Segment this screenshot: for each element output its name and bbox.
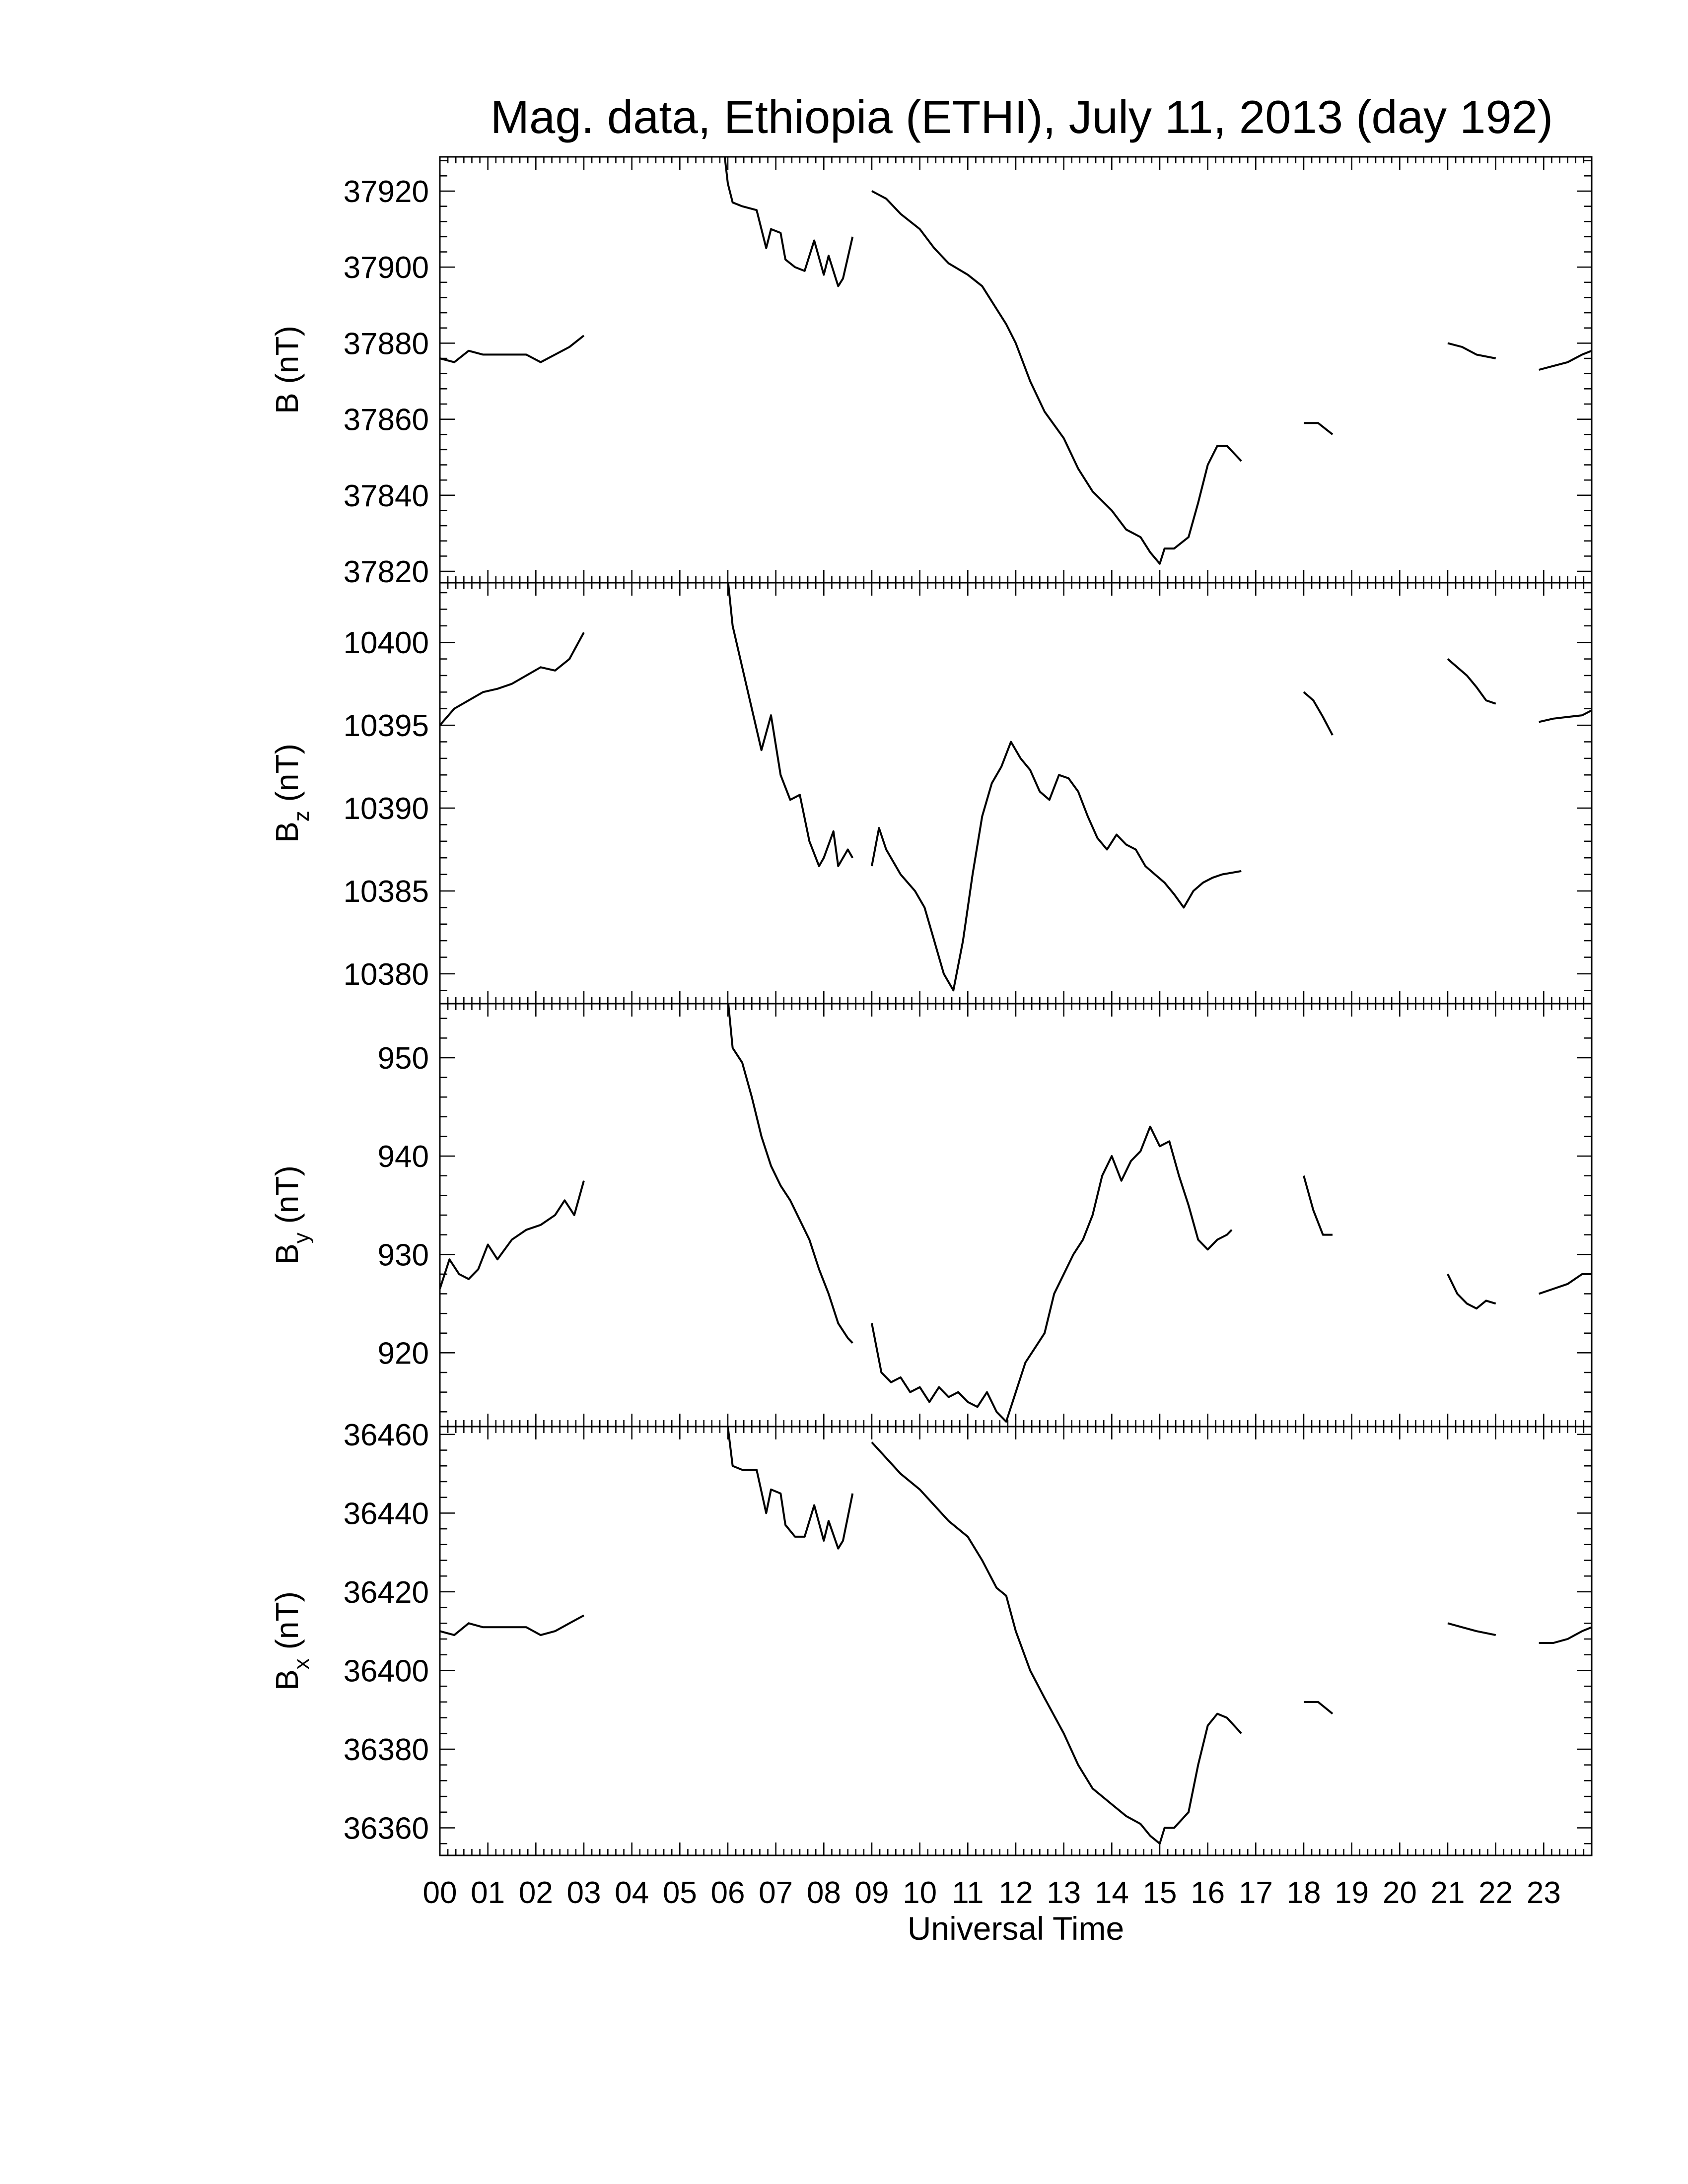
x-tick-label: 01 bbox=[471, 1876, 505, 1910]
y-tick-label: 36420 bbox=[344, 1575, 429, 1610]
y-tick-label: 36380 bbox=[344, 1733, 429, 1767]
y-axis-label-main: B bbox=[269, 821, 305, 843]
plot-frame bbox=[439, 156, 1593, 584]
y-tick-label: 10385 bbox=[344, 875, 429, 909]
x-tick-label: 12 bbox=[999, 1876, 1033, 1910]
y-tick-label: 37920 bbox=[344, 175, 429, 209]
x-axis-label: Universal Time bbox=[908, 1910, 1124, 1947]
y-axis-label-unit: (nT) bbox=[269, 1591, 305, 1658]
y-axis-label-main: B (nT) bbox=[269, 326, 305, 414]
y-tick-label: 36400 bbox=[344, 1654, 429, 1688]
x-tick-label: 08 bbox=[807, 1876, 841, 1910]
x-tick-label: 04 bbox=[615, 1876, 649, 1910]
y-tick-label: 10400 bbox=[344, 626, 429, 660]
y-axis-label-unit: (nT) bbox=[269, 1165, 305, 1232]
data-line-segment bbox=[1447, 342, 1496, 359]
data-line-segment bbox=[871, 741, 1242, 992]
y-axis-label-subscript: y bbox=[289, 1232, 314, 1243]
panel-3: 920 930 940 950 By (nT) bbox=[269, 1003, 1593, 1428]
y-axis-label-main: B bbox=[269, 1243, 305, 1265]
data-line-segment bbox=[727, 1427, 854, 1550]
x-tick-label: 21 bbox=[1431, 1876, 1465, 1910]
y-tick-label: 36460 bbox=[344, 1418, 429, 1452]
x-tick-label: 22 bbox=[1478, 1876, 1513, 1910]
y-axis-label-main: B bbox=[269, 1669, 305, 1691]
y-tick-label: 10395 bbox=[344, 709, 429, 743]
data-line-segment bbox=[1539, 709, 1592, 723]
panel-1: 37820 37840 37860 37880 37900 37920 B (nT) bbox=[269, 156, 1593, 589]
data-line-segment bbox=[871, 1441, 1242, 1845]
data-line-segment bbox=[727, 583, 854, 867]
data-line-segment bbox=[871, 190, 1242, 565]
data-line-segment bbox=[1304, 422, 1334, 435]
data-line-segment bbox=[1539, 1626, 1592, 1644]
x-tick-label: 23 bbox=[1527, 1876, 1561, 1910]
y-axis-label-subscript: z bbox=[289, 811, 314, 821]
x-tick-label: 15 bbox=[1143, 1876, 1177, 1910]
data-line-segment bbox=[1447, 1274, 1496, 1310]
y-axis-label-unit: (nT) bbox=[269, 744, 305, 811]
y-axis-label: Bx (nT) bbox=[269, 1591, 314, 1691]
y-tick-label: 10380 bbox=[344, 957, 429, 992]
data-line-segment bbox=[1539, 1273, 1592, 1295]
y-axis-label: By (nT) bbox=[269, 1165, 314, 1265]
x-tick-label: 20 bbox=[1383, 1876, 1417, 1910]
x-tick-label: 18 bbox=[1287, 1876, 1321, 1910]
data-line-segment bbox=[727, 1004, 853, 1344]
y-axis-label: Bz (nT) bbox=[269, 744, 314, 843]
x-tick-label: 14 bbox=[1095, 1876, 1129, 1910]
plot-frame bbox=[439, 1003, 1593, 1428]
y-tick-label: 36360 bbox=[344, 1812, 429, 1846]
data-line-segment bbox=[1447, 1622, 1496, 1637]
y-tick-label: 940 bbox=[378, 1140, 429, 1174]
data-line-segment bbox=[440, 632, 585, 726]
y-axis-label: B (nT) bbox=[269, 326, 305, 414]
data-line-segment bbox=[1304, 1701, 1334, 1715]
plot-frame bbox=[439, 582, 1593, 1005]
y-tick-label: 37880 bbox=[344, 327, 429, 361]
x-tick-label: 07 bbox=[759, 1876, 793, 1910]
y-tick-label: 37900 bbox=[344, 251, 429, 285]
data-line-segment bbox=[440, 1614, 584, 1637]
y-tick-label: 10390 bbox=[344, 792, 429, 826]
panel-2: 10380 10385 10390 10395 10400 Bz (nT) bbox=[269, 582, 1593, 1005]
chart-title: Mag. data, Ethiopia (ETHI), July 11, 201… bbox=[491, 91, 1553, 143]
x-tick-label: 00 bbox=[423, 1876, 457, 1910]
x-tick-label: 06 bbox=[711, 1876, 745, 1910]
y-tick-label: 920 bbox=[378, 1336, 429, 1370]
y-tick-label: 36440 bbox=[344, 1497, 429, 1531]
data-line-segment bbox=[1447, 658, 1496, 705]
y-tick-label: 950 bbox=[378, 1041, 429, 1076]
data-line-segment bbox=[1539, 349, 1592, 371]
x-tick-label: 13 bbox=[1047, 1876, 1081, 1910]
plot-frame bbox=[439, 1426, 1593, 1856]
x-tick-label: 09 bbox=[855, 1876, 889, 1910]
data-line-segment bbox=[1303, 1175, 1333, 1236]
x-tick-label: 02 bbox=[519, 1876, 553, 1910]
x-tick-label: 03 bbox=[567, 1876, 601, 1910]
x-tick-label: 10 bbox=[903, 1876, 937, 1910]
x-tick-label: 05 bbox=[663, 1876, 697, 1910]
x-tick-label: 17 bbox=[1239, 1876, 1273, 1910]
panel-4: 36360 36380 36400 36420 36440 36460 Bx (nT) bbox=[269, 1418, 1593, 1856]
data-line-segment bbox=[440, 335, 585, 363]
y-tick-label: 37840 bbox=[344, 479, 429, 513]
y-tick-label: 37820 bbox=[344, 555, 429, 589]
x-tick-label: 11 bbox=[952, 1876, 984, 1910]
y-tick-label: 37860 bbox=[344, 403, 429, 437]
y-axis-label-subscript: x bbox=[289, 1658, 314, 1669]
data-line-segment bbox=[723, 157, 854, 287]
data-line-segment bbox=[440, 1180, 585, 1290]
data-line-segment bbox=[1303, 691, 1334, 736]
data-line-segment bbox=[871, 1125, 1233, 1423]
x-tick-label: 16 bbox=[1191, 1876, 1225, 1910]
x-tick-label: 19 bbox=[1335, 1876, 1369, 1910]
y-tick-label: 930 bbox=[378, 1238, 429, 1272]
